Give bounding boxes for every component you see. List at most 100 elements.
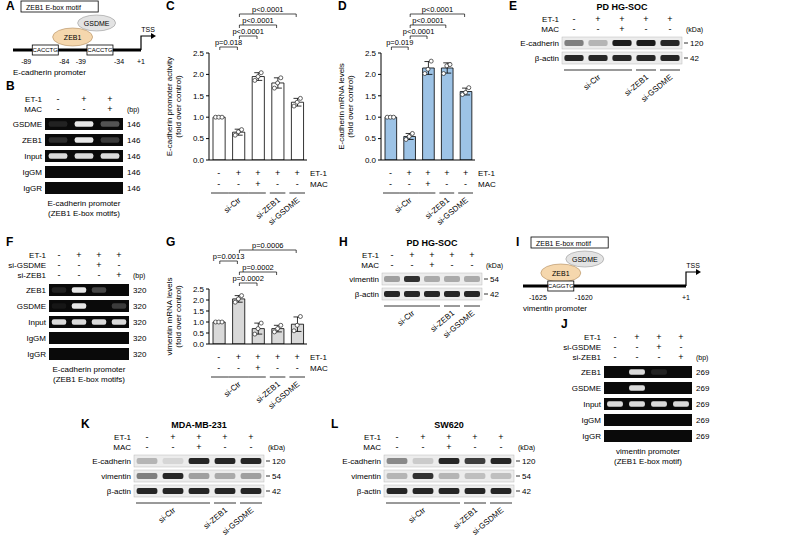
svg-text:si-ZEB1: si-ZEB1 bbox=[18, 271, 47, 280]
svg-text:146: 146 bbox=[127, 152, 141, 161]
svg-text:146: 146 bbox=[127, 136, 141, 145]
svg-text:-: - bbox=[411, 260, 414, 270]
svg-text:(ZEB1 E-box motif): (ZEB1 E-box motif) bbox=[614, 457, 682, 466]
svg-text:si-GSDME: si-GSDME bbox=[267, 196, 302, 227]
svg-text:Input: Input bbox=[24, 152, 43, 161]
svg-text:(kDa): (kDa) bbox=[518, 444, 535, 452]
svg-text:-: - bbox=[83, 104, 86, 114]
svg-text:+: + bbox=[222, 432, 227, 442]
svg-text:+: + bbox=[634, 332, 639, 342]
svg-text:si-Ctr: si-Ctr bbox=[222, 379, 243, 398]
svg-text:ZEB1: ZEB1 bbox=[64, 34, 82, 41]
svg-text:GSDME: GSDME bbox=[84, 20, 110, 27]
svg-text:MAC: MAC bbox=[310, 180, 328, 189]
svg-text:+: + bbox=[255, 352, 260, 362]
svg-text:-: - bbox=[146, 442, 149, 452]
svg-text:+: + bbox=[619, 14, 624, 24]
svg-text:-: - bbox=[471, 260, 474, 270]
svg-text:J: J bbox=[561, 318, 568, 331]
svg-text:si-Ctr: si-Ctr bbox=[393, 195, 414, 214]
svg-text:E-cadherin: E-cadherin bbox=[520, 39, 559, 48]
svg-text:+: + bbox=[76, 250, 81, 260]
svg-text:-: - bbox=[57, 94, 60, 104]
svg-text:p=0.0002: p=0.0002 bbox=[242, 263, 274, 272]
svg-text:MAC: MAC bbox=[541, 25, 559, 34]
svg-text:+: + bbox=[295, 352, 300, 362]
svg-text:si-GSDME: si-GSDME bbox=[267, 380, 302, 411]
svg-text:+: + bbox=[107, 104, 112, 114]
svg-text:0.5: 0.5 bbox=[193, 134, 205, 143]
svg-text:p=0.0002: p=0.0002 bbox=[232, 274, 264, 283]
svg-text:si-GSDME: si-GSDME bbox=[8, 261, 46, 270]
svg-text:146: 146 bbox=[127, 120, 141, 129]
svg-text:54: 54 bbox=[490, 275, 499, 284]
svg-text:ET-1: ET-1 bbox=[362, 251, 379, 260]
svg-text:320: 320 bbox=[133, 286, 147, 295]
svg-text:ET-1: ET-1 bbox=[29, 251, 46, 260]
svg-text:-1620: -1620 bbox=[575, 294, 593, 301]
svg-text:+: + bbox=[255, 179, 260, 189]
svg-text:+: + bbox=[407, 168, 412, 178]
svg-text:-: - bbox=[396, 432, 399, 442]
svg-text:MAC: MAC bbox=[113, 443, 131, 452]
svg-text:-1625: -1625 bbox=[529, 294, 547, 301]
svg-text:IgGM: IgGM bbox=[581, 416, 601, 425]
svg-text:320: 320 bbox=[133, 302, 147, 311]
svg-text:β-actin: β-actin bbox=[107, 487, 131, 496]
svg-text:1.5: 1.5 bbox=[193, 307, 205, 316]
svg-text:+: + bbox=[469, 250, 474, 260]
svg-text:+: + bbox=[656, 332, 661, 342]
svg-text:-: - bbox=[172, 442, 175, 452]
svg-text:+: + bbox=[667, 14, 672, 24]
svg-text:-: - bbox=[389, 179, 392, 189]
svg-text:1.0: 1.0 bbox=[193, 318, 205, 327]
svg-text:54: 54 bbox=[272, 472, 281, 481]
svg-text:D: D bbox=[338, 0, 347, 13]
svg-text:E-cadherin promoter: E-cadherin promoter bbox=[13, 68, 86, 77]
svg-text:MAC: MAC bbox=[478, 180, 496, 189]
svg-text:0.0: 0.0 bbox=[193, 340, 205, 349]
svg-text:+: + bbox=[425, 168, 430, 178]
svg-text:IgGR: IgGR bbox=[582, 432, 601, 441]
svg-text:PD HG-SOC: PD HG-SOC bbox=[406, 238, 458, 248]
svg-text:-: - bbox=[614, 342, 617, 352]
svg-text:ET-1: ET-1 bbox=[542, 15, 559, 24]
svg-text:p=0.019: p=0.019 bbox=[386, 38, 413, 47]
svg-text:E-cadherin promoter: E-cadherin promoter bbox=[48, 199, 121, 208]
svg-text:-: - bbox=[464, 179, 467, 189]
svg-text:+: + bbox=[295, 168, 300, 178]
svg-text:-84: -84 bbox=[59, 58, 69, 65]
svg-text:β-actin: β-actin bbox=[357, 487, 381, 496]
svg-text:-: - bbox=[217, 352, 220, 362]
svg-text:+: + bbox=[446, 432, 451, 442]
svg-text:+: + bbox=[420, 432, 425, 442]
svg-text:Input: Input bbox=[28, 318, 47, 327]
svg-text:-: - bbox=[276, 363, 279, 373]
svg-text:(ZEB1 E-box motifs): (ZEB1 E-box motifs) bbox=[48, 209, 120, 218]
svg-text:A: A bbox=[6, 0, 15, 13]
svg-text:-: - bbox=[78, 270, 81, 280]
svg-text:320: 320 bbox=[133, 318, 147, 327]
svg-text:-: - bbox=[636, 352, 639, 362]
svg-text:+: + bbox=[236, 168, 241, 178]
svg-text:p<0.0001: p<0.0001 bbox=[403, 27, 435, 36]
svg-text:-39: -39 bbox=[76, 58, 86, 65]
svg-text:+: + bbox=[429, 260, 434, 270]
svg-text:2.5: 2.5 bbox=[365, 49, 377, 58]
svg-text:E: E bbox=[509, 0, 517, 13]
svg-text:GSDME: GSDME bbox=[13, 120, 42, 129]
svg-text:54: 54 bbox=[522, 472, 531, 481]
svg-text:320: 320 bbox=[133, 350, 147, 359]
svg-text:-: - bbox=[237, 363, 240, 373]
svg-text:+: + bbox=[463, 168, 468, 178]
svg-text:(bp): (bp) bbox=[127, 106, 139, 114]
svg-text:-: - bbox=[98, 270, 101, 280]
svg-text:+: + bbox=[196, 432, 201, 442]
svg-text:IgGR: IgGR bbox=[27, 350, 46, 359]
svg-text:-: - bbox=[296, 179, 299, 189]
svg-text:(kDa): (kDa) bbox=[268, 444, 285, 452]
svg-text:ZEB1: ZEB1 bbox=[26, 286, 47, 295]
svg-text:269: 269 bbox=[696, 432, 710, 441]
svg-text:-: - bbox=[118, 260, 121, 270]
svg-text:IgGM: IgGM bbox=[22, 168, 42, 177]
